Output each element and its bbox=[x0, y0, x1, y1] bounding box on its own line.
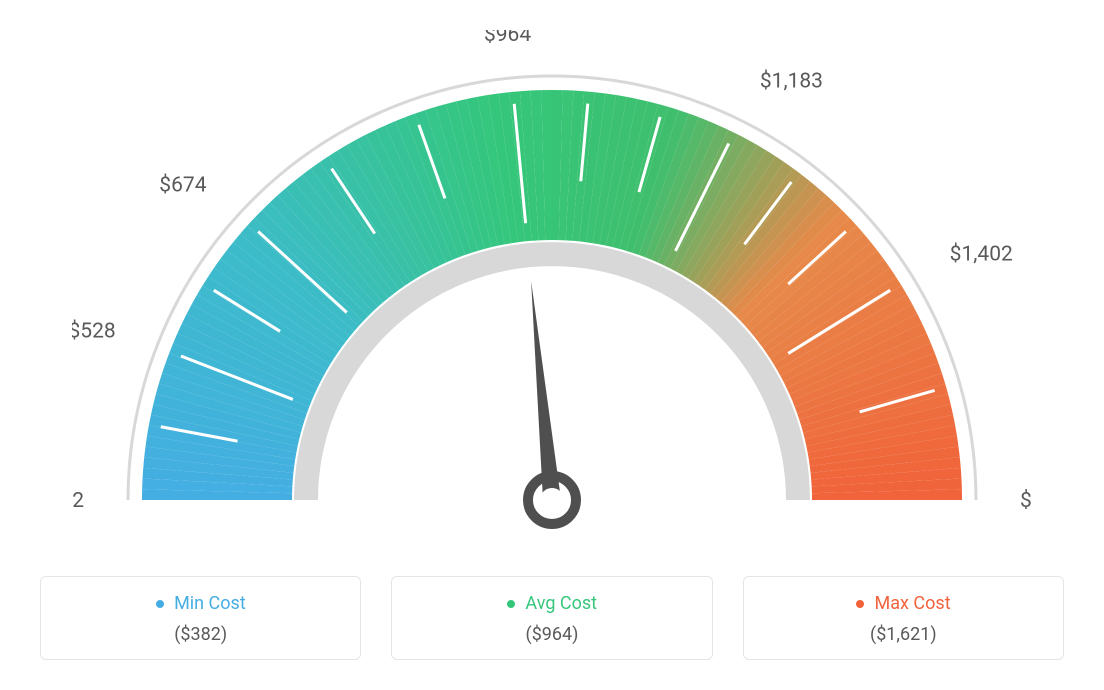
gauge-tick-label: $1,402 bbox=[950, 242, 1013, 266]
gauge-tick-label: $964 bbox=[484, 30, 531, 47]
legend-min-label-text: Min Cost bbox=[174, 593, 246, 614]
gauge-needle-hub-inner bbox=[540, 488, 564, 512]
legend-max-label-text: Max Cost bbox=[875, 593, 951, 614]
legend-avg-dot bbox=[507, 600, 515, 608]
gauge-area: $382 $528 $674 $964 $1,183 $1,402 $1,621 bbox=[0, 0, 1104, 560]
legend-max-label: Max Cost bbox=[754, 593, 1053, 614]
legend-row: Min Cost ($382) Avg Cost ($964) Max Cost… bbox=[0, 576, 1104, 660]
legend-avg-label: Avg Cost bbox=[402, 593, 701, 614]
legend-min-card: Min Cost ($382) bbox=[40, 576, 361, 660]
gauge-tick-label: $382 bbox=[72, 489, 84, 513]
legend-max-dot bbox=[856, 600, 864, 608]
chart-container: $382 $528 $674 $964 $1,183 $1,402 $1,621 Min C… bbox=[0, 0, 1104, 690]
gauge-tick-label: $674 bbox=[159, 173, 206, 197]
gauge-tick-label: $528 bbox=[72, 320, 116, 344]
legend-avg-label-text: Avg Cost bbox=[525, 593, 597, 614]
legend-max-card: Max Cost ($1,621) bbox=[743, 576, 1064, 660]
gauge-tick-label: $1,621 bbox=[1020, 489, 1032, 513]
legend-min-value: ($382) bbox=[51, 624, 350, 645]
gauge-tick-label: $1,183 bbox=[760, 70, 823, 94]
gauge-needle bbox=[531, 281, 561, 501]
gauge-svg: $382 $528 $674 $964 $1,183 $1,402 $1,621 bbox=[72, 30, 1032, 570]
legend-max-value: ($1,621) bbox=[754, 624, 1053, 645]
legend-min-label: Min Cost bbox=[51, 593, 350, 614]
legend-avg-card: Avg Cost ($964) bbox=[391, 576, 712, 660]
legend-avg-value: ($964) bbox=[402, 624, 701, 645]
legend-min-dot bbox=[156, 600, 164, 608]
